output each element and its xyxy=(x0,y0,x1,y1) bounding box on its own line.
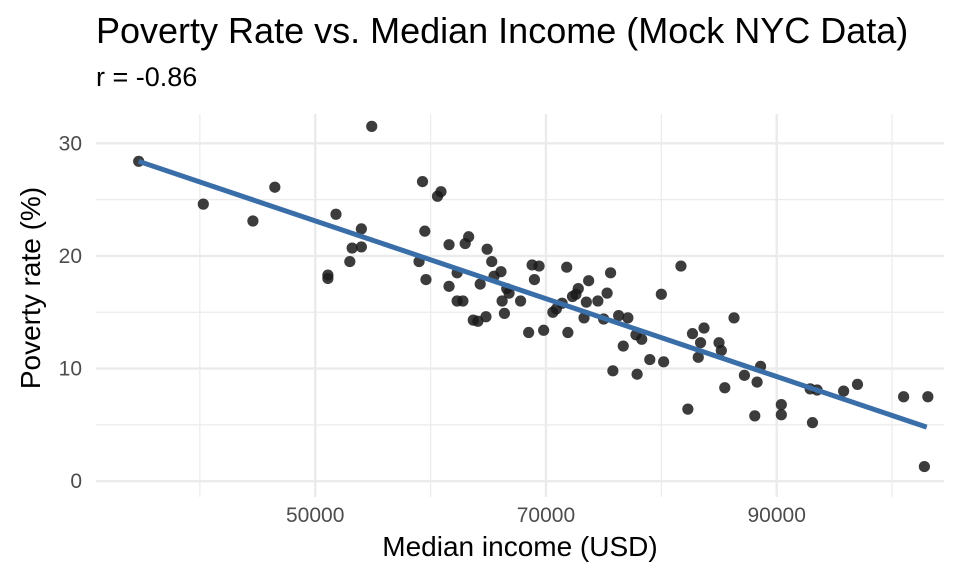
data-point xyxy=(617,340,629,352)
y-tick-label: 10 xyxy=(59,358,82,381)
data-point xyxy=(443,280,455,292)
data-point xyxy=(486,255,498,268)
data-point xyxy=(775,399,787,411)
data-point xyxy=(607,365,619,377)
data-point xyxy=(420,273,432,286)
data-point xyxy=(719,382,731,394)
y-tick-label: 20 xyxy=(59,245,82,268)
data-point xyxy=(523,326,535,339)
data-point xyxy=(528,273,541,286)
data-point xyxy=(686,328,699,340)
data-point xyxy=(561,261,573,273)
data-point xyxy=(751,376,763,388)
x-tick-label: 50000 xyxy=(286,504,344,527)
data-point xyxy=(322,272,334,285)
data-point xyxy=(658,356,670,368)
data-point xyxy=(775,409,787,421)
data-point xyxy=(480,311,492,323)
x-tick-labels: 50000 70000 90000 xyxy=(286,504,806,527)
data-point xyxy=(601,287,613,299)
data-point xyxy=(355,241,367,253)
data-point xyxy=(655,288,667,300)
data-point xyxy=(474,278,486,290)
x-tick-label: 90000 xyxy=(748,504,806,527)
x-tick-label: 70000 xyxy=(517,504,575,527)
data-point xyxy=(346,242,358,254)
data-point xyxy=(197,198,209,210)
data-point xyxy=(247,215,259,227)
x-axis-title: Median income (USD) xyxy=(382,531,657,562)
chart-subtitle: r = -0.86 xyxy=(96,62,198,92)
data-point xyxy=(851,378,864,390)
data-point xyxy=(692,351,704,363)
y-tick-labels: 0 10 20 30 xyxy=(59,132,82,493)
data-point xyxy=(675,260,687,272)
data-point xyxy=(694,337,707,349)
data-point xyxy=(728,312,740,324)
data-point xyxy=(496,295,508,307)
data-point xyxy=(682,403,694,415)
data-point xyxy=(838,385,850,397)
data-point xyxy=(613,310,625,322)
fit-line-group xyxy=(137,158,928,430)
data-point xyxy=(738,369,751,381)
data-point xyxy=(604,267,617,279)
data-point xyxy=(918,460,930,473)
data-point xyxy=(419,225,431,237)
data-point xyxy=(631,368,643,380)
data-point xyxy=(269,181,281,193)
data-point xyxy=(416,175,429,188)
data-point xyxy=(330,208,342,220)
fit-line xyxy=(137,158,928,430)
data-point xyxy=(592,295,604,307)
data-point xyxy=(533,260,545,272)
data-point xyxy=(498,307,511,319)
data-point xyxy=(749,410,761,422)
data-point xyxy=(538,324,550,336)
data-point xyxy=(715,344,727,357)
data-point xyxy=(562,326,574,339)
data-point xyxy=(355,223,367,235)
data-point xyxy=(644,353,656,366)
data-point xyxy=(481,243,493,255)
data-point xyxy=(636,333,648,345)
data-point xyxy=(495,266,507,278)
data-point xyxy=(898,391,910,403)
data-point xyxy=(922,391,934,403)
data-point xyxy=(443,239,455,251)
data-point xyxy=(457,295,469,307)
data-point xyxy=(503,287,515,299)
data-point xyxy=(366,120,378,132)
data-point xyxy=(572,283,584,295)
major-gridlines xyxy=(96,114,944,497)
data-points xyxy=(133,120,934,473)
chart-title: Poverty Rate vs. Median Income (Mock NYC… xyxy=(96,10,909,51)
data-point xyxy=(698,322,710,334)
data-point xyxy=(622,312,634,324)
data-point xyxy=(580,296,592,308)
y-tick-label: 30 xyxy=(59,132,82,155)
data-point xyxy=(583,275,595,287)
data-point xyxy=(344,255,356,268)
y-axis-title: Poverty rate (%) xyxy=(15,187,46,389)
minor-gridlines xyxy=(96,114,944,497)
data-point xyxy=(514,295,527,307)
data-point xyxy=(435,186,447,198)
y-tick-label: 0 xyxy=(70,470,82,493)
data-point xyxy=(463,231,475,243)
data-point xyxy=(806,417,819,429)
